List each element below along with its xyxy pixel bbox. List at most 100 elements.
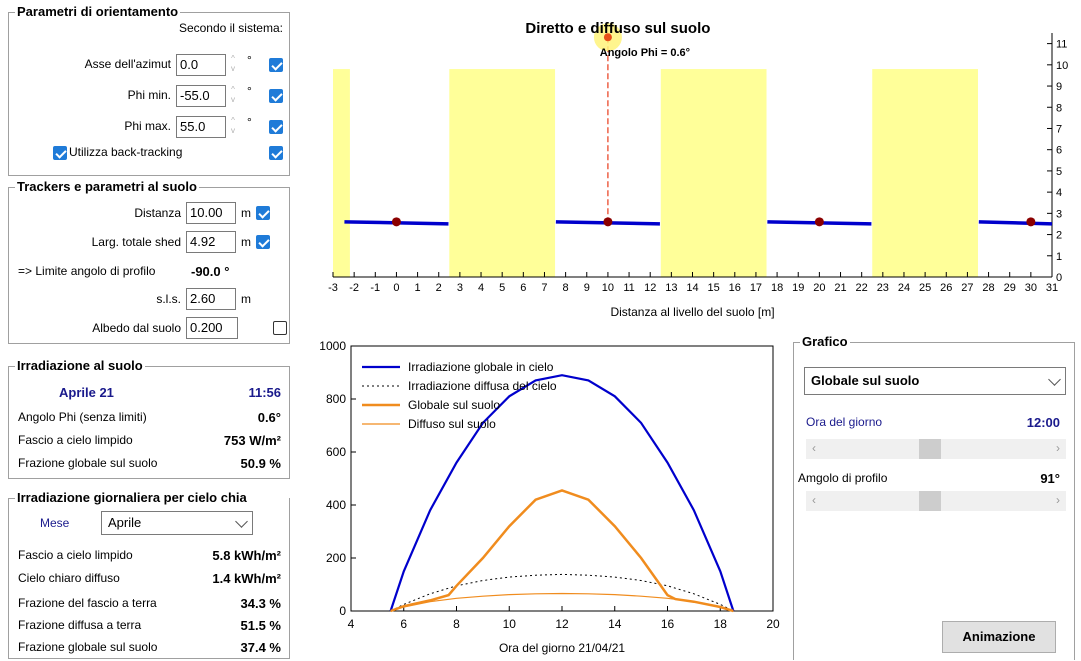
mese-select-value: Aprile (108, 515, 142, 530)
y-tick-label: 0 (339, 604, 346, 618)
y-tick-label: 3 (1056, 208, 1062, 220)
daily-globale-value: 37.4 % (240, 640, 281, 655)
x-tick-label: 15 (708, 282, 720, 294)
y-tick-label: 6 (1056, 145, 1062, 157)
orientation-group: Parametri di orientamento Secondo il sis… (8, 4, 290, 176)
lit-band-1 (449, 69, 556, 277)
x-tick-label: 4 (478, 282, 484, 294)
x-tick-label: 8 (563, 282, 569, 294)
x-tick-label: 24 (898, 282, 910, 294)
grafico-select-value: Globale sul suolo (811, 373, 920, 388)
profilo-slider[interactable]: ‹ › (806, 491, 1066, 511)
x-tick-label: 21 (834, 282, 846, 294)
azimut-checkbox[interactable] (269, 58, 283, 72)
lit-band-2 (660, 69, 767, 277)
grafico-select[interactable]: Globale sul suolo (804, 367, 1066, 395)
x-tick-label: 19 (792, 282, 804, 294)
daily-fascio-terra-value: 34.3 % (240, 596, 281, 611)
phimin-checkbox[interactable] (269, 89, 283, 103)
profilo-value: 91° (1040, 471, 1060, 486)
x-tick-label: 5 (499, 282, 505, 294)
azimut-spin-arrows[interactable]: ^ v (231, 54, 235, 73)
x-tick-label: 18 (771, 282, 783, 294)
mese-select[interactable]: Aprile (101, 511, 253, 535)
daily-diffusa-terra-value: 51.5 % (240, 618, 281, 633)
tracker-pivot-0 (391, 217, 401, 227)
x-tick-label: 12 (555, 617, 569, 631)
x-tick-label: 30 (1025, 282, 1037, 294)
x-tick-label: 14 (608, 617, 622, 631)
irradiation-date: Aprile 21 (59, 385, 114, 400)
phimax-spin-arrows[interactable]: ^ v (231, 116, 235, 135)
fascio-value: 753 W/m² (223, 433, 281, 448)
phi-label: Angolo Phi (senza limiti) (18, 410, 147, 424)
irradiation-title: Irradiazione al suolo (15, 358, 145, 373)
y-tick-label: 1 (1056, 251, 1062, 263)
irradiation-time: 11:56 (248, 385, 281, 400)
frazione-label: Frazione globale sul suolo (18, 456, 158, 470)
y-tick-label: 800 (326, 392, 346, 406)
orientation-title: Parametri di orientamento (15, 4, 181, 19)
backtracking-checkbox[interactable] (53, 146, 67, 160)
grafico-title: Grafico (800, 334, 850, 349)
x-tick-label: 3 (457, 282, 463, 294)
x-tick-label: 28 (982, 282, 994, 294)
tracker-pivot-1 (603, 217, 613, 227)
x-axis-label: Distanza al livello del suolo [m] (610, 305, 774, 319)
phimax-checkbox[interactable] (269, 120, 283, 134)
ground-chart: -3 -2 -1 0 1 2 3 4 5 6 7 8 9 10 11 12 13 14 15 16 17 18 19 20 21… (328, 20, 1068, 319)
larg-label: Larg. totale shed (91, 235, 181, 249)
albedo-checkbox[interactable] (273, 321, 287, 335)
x-tick-label: 10 (602, 282, 614, 294)
phi-value: 0.6° (257, 410, 281, 425)
sls-input[interactable]: 2.60 (186, 288, 236, 310)
larg-input[interactable]: 4.92 (186, 231, 236, 253)
ora-slider[interactable]: ‹ › (806, 439, 1066, 459)
scroll-left-icon[interactable]: ‹ (812, 493, 816, 507)
tracker-panel-3 (978, 220, 1053, 226)
x-tick-label: 7 (541, 282, 547, 294)
scroll-right-icon[interactable]: › (1056, 493, 1060, 507)
plot-frame (350, 345, 774, 612)
mese-label: Mese (40, 516, 70, 530)
profilo-slider-thumb[interactable] (918, 491, 941, 511)
y-tick-label: 0 (1056, 272, 1062, 284)
x-tick-label: 13 (665, 282, 677, 294)
profilo-label: Amgolo di profilo (798, 471, 888, 485)
phimin-spin-arrows[interactable]: ^ v (231, 85, 235, 104)
y-tick-label: 600 (326, 445, 346, 459)
scroll-right-icon[interactable]: › (1056, 441, 1060, 455)
y-tick-label: 200 (326, 551, 346, 565)
ora-label: Ora del giorno (806, 415, 883, 429)
phimax-input[interactable]: 55.0 (176, 116, 226, 138)
x-tick-label: 25 (919, 282, 931, 294)
limite-value: -90.0 ° (191, 264, 230, 279)
x-tick-label: 6 (520, 282, 526, 294)
scroll-left-icon[interactable]: ‹ (812, 441, 816, 455)
series-line-0 (389, 374, 735, 612)
animazione-button[interactable]: Animazione (942, 621, 1056, 653)
x-tick-label: 17 (750, 282, 762, 294)
larg-checkbox[interactable] (256, 235, 270, 249)
phimin-label: Phi min. (127, 88, 171, 102)
irradiation-group: Irradiazione al suolo Aprile 21 11:56 An… (8, 358, 290, 479)
x-tick-label: 4 (348, 617, 355, 631)
frazione-value: 50.9 % (240, 456, 281, 471)
azimut-input[interactable]: 0.0 (176, 54, 226, 76)
backtracking-label[interactable]: Utilizza back-tracking (69, 145, 183, 159)
daily-diffuso-value: 1.4 kWh/m² (212, 571, 281, 586)
daily-fascio-terra-label: Frazione del fascio a terra (18, 596, 157, 610)
phimin-input[interactable]: -55.0 (176, 85, 226, 107)
x-tick-label: 2 (436, 282, 442, 294)
ora-slider-thumb[interactable] (918, 439, 941, 459)
legend-label-3: Diffuso sul suolo (408, 417, 496, 431)
distanza-checkbox[interactable] (256, 206, 270, 220)
distanza-input[interactable]: 10.00 (186, 202, 236, 224)
y-tick-label: 11 (1056, 39, 1067, 51)
lit-band-3 (872, 69, 978, 277)
backtracking-system-checkbox[interactable] (269, 146, 283, 160)
x-tick-label: -3 (328, 282, 338, 294)
x-tick-label: 16 (661, 617, 675, 631)
albedo-input[interactable]: 0.200 (186, 317, 238, 339)
